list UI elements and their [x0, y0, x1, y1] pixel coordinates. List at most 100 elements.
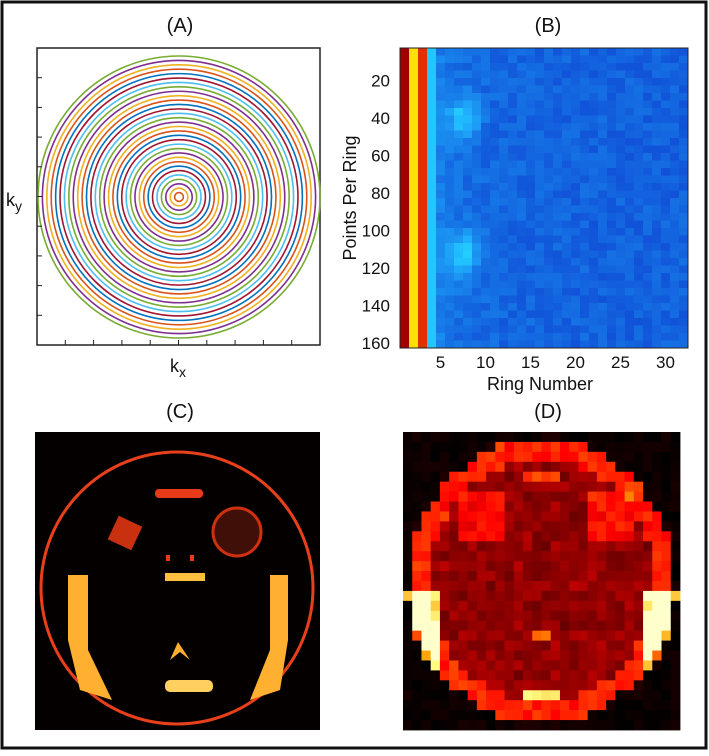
- pixel: [615, 720, 625, 731]
- pixel: [421, 700, 432, 711]
- heatmap-cell: [571, 55, 581, 64]
- heatmap-cell: [463, 258, 473, 266]
- pixel: [449, 710, 459, 721]
- logo: [211, 506, 263, 558]
- heatmap-cell: [445, 265, 455, 274]
- heatmap-cell: [589, 183, 599, 191]
- heatmap-cell: [508, 138, 518, 146]
- heatmap-cell: [418, 295, 428, 304]
- heatmap-cell: [409, 93, 419, 101]
- heatmap-cell: [463, 205, 473, 214]
- heatmap-cell: [481, 318, 491, 326]
- heatmap-cell: [652, 175, 662, 184]
- pixel: [495, 620, 505, 632]
- heatmap-cell: [526, 70, 536, 79]
- heatmap-cell: [544, 138, 554, 146]
- pixel: [513, 620, 524, 632]
- heatmap-cell: [553, 220, 563, 229]
- heatmap-cell: [661, 78, 671, 86]
- heatmap-cell: [535, 138, 545, 146]
- pixel: [467, 640, 478, 651]
- heatmap-cell: [616, 63, 626, 71]
- heatmap-cell: [562, 70, 572, 79]
- heatmap-cell: [463, 325, 473, 334]
- pixel: [587, 531, 598, 542]
- heatmap-cell: [418, 78, 428, 86]
- heatmap-cell: [625, 198, 635, 206]
- heatmap-cell: [598, 108, 608, 116]
- heatmap-cell: [562, 175, 572, 184]
- heatmap-cell: [661, 63, 671, 71]
- heatmap-cell: [553, 318, 563, 326]
- heatmap-cell: [571, 258, 581, 266]
- heatmap-cell: [517, 340, 527, 349]
- heatmap-cell: [526, 333, 536, 341]
- heatmap-cell: [580, 78, 590, 86]
- pixel: [504, 670, 515, 681]
- heatmap-cell: [625, 213, 635, 221]
- heatmap-cell: [517, 55, 527, 64]
- heatmap-cell: [679, 115, 689, 124]
- heatmap-cell: [454, 250, 464, 259]
- heatmap-cell: [454, 288, 464, 296]
- pixel: [495, 650, 505, 661]
- heatmap-cell: [445, 100, 455, 109]
- heatmap-cell: [670, 145, 680, 154]
- pixel: [449, 640, 459, 651]
- heatmap-cell: [517, 168, 527, 176]
- heatmap-cell: [598, 258, 608, 266]
- pixel: [439, 630, 450, 641]
- heatmap-cell: [598, 55, 608, 64]
- pixel: [476, 590, 487, 602]
- pixel: [449, 481, 459, 492]
- pixel: [578, 590, 589, 602]
- heatmap-cell: [436, 250, 446, 259]
- heatmap-cell: [634, 250, 644, 259]
- heatmap-cell: [436, 273, 446, 281]
- heatmap-cell: [499, 130, 509, 139]
- y-axis-label: Points Per Ring: [340, 135, 360, 260]
- heatmap-cell: [616, 340, 626, 349]
- heatmap-cell: [481, 183, 491, 191]
- heatmap-cell: [454, 115, 464, 124]
- pixel: [587, 660, 598, 671]
- dot: [166, 555, 170, 561]
- heatmap-cell: [607, 228, 617, 236]
- heatmap-cell: [643, 78, 653, 86]
- pixel: [596, 700, 607, 711]
- heatmap-cell: [427, 145, 437, 154]
- heatmap-cell: [553, 108, 563, 116]
- heatmap-cell: [625, 265, 635, 274]
- heatmap-cell: [670, 220, 680, 229]
- heatmap-cell: [463, 310, 473, 319]
- pixel: [532, 571, 542, 582]
- pixel: [559, 541, 570, 552]
- pixel: [606, 432, 616, 443]
- heatmap-cell: [553, 333, 563, 341]
- pixel: [403, 710, 413, 721]
- pixel: [559, 610, 570, 622]
- heatmap-cell: [400, 160, 410, 169]
- heatmap-cell: [580, 250, 590, 259]
- heatmap-cell: [580, 325, 590, 334]
- pixel: [587, 501, 598, 512]
- trajectory-ring: [72, 90, 286, 304]
- heatmap-cell: [427, 93, 437, 101]
- heatmap-cell: [553, 70, 563, 79]
- pixel: [458, 521, 469, 532]
- pixel: [421, 432, 432, 443]
- pixel: [606, 690, 616, 701]
- heatmap-cell: [634, 325, 644, 334]
- heatmap-cell: [589, 340, 599, 349]
- heatmap-cell: [472, 130, 482, 139]
- pixel: [587, 471, 598, 483]
- heatmap-cell: [436, 100, 446, 109]
- pixel: [476, 471, 487, 483]
- pixel: [661, 541, 672, 552]
- pixel: [652, 511, 662, 522]
- pixel: [430, 690, 441, 701]
- heatmap-cell: [526, 273, 536, 281]
- heatmap-cell: [544, 108, 554, 116]
- heatmap-cell: [625, 130, 635, 139]
- pixel: [412, 620, 422, 632]
